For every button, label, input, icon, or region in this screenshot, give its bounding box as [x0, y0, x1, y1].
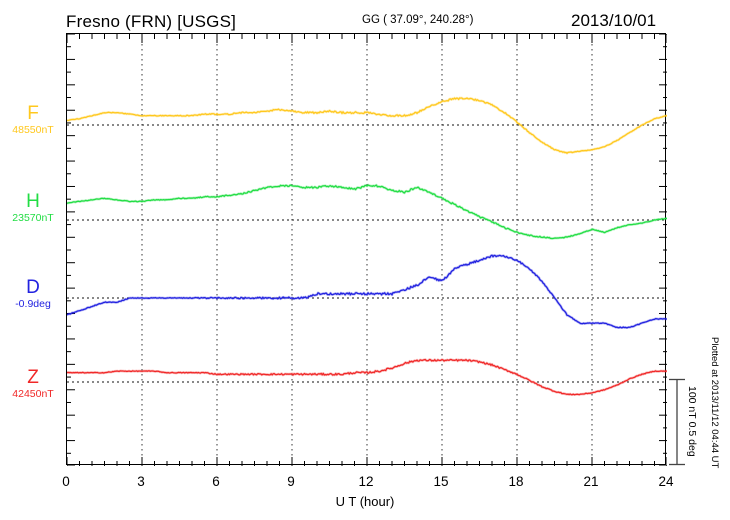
x-tick-9: 9 — [287, 474, 295, 489]
x-tick-0: 0 — [62, 474, 70, 489]
plot-date: 2013/10/01 — [571, 11, 657, 30]
plot-area — [66, 33, 667, 466]
channel-baseline-h: 23570nT — [12, 212, 54, 224]
channel-baseline-d: -0.9deg — [15, 298, 51, 310]
x-tick-6: 6 — [212, 474, 220, 489]
channel-label-h: H 23570nT — [2, 192, 64, 225]
x-tick-18: 18 — [508, 474, 524, 489]
page-title: Fresno (FRN) [USGS] — [66, 12, 237, 31]
channel-label-z: Z 42450nT — [2, 368, 64, 401]
scale-bar — [668, 378, 686, 466]
scale-bar-label: 100 nT 0.5 deg — [686, 386, 698, 457]
channel-label-d: D -0.9deg — [2, 278, 64, 311]
x-tick-12: 12 — [358, 474, 374, 489]
x-tick-3: 3 — [137, 474, 145, 489]
scale-bar-deg: 0.5 deg — [686, 421, 698, 457]
x-tick-15: 15 — [433, 474, 449, 489]
channel-symbol-z: Z — [27, 367, 39, 388]
scale-bar-nt: 100 nT — [686, 386, 698, 419]
channel-symbol-d: D — [26, 277, 40, 298]
x-axis-title: U T (hour) — [335, 494, 395, 509]
plotted-timestamp: Plotted at 2013/11/12 04:44 UT — [709, 337, 720, 469]
channel-baseline-z: 42450nT — [12, 388, 54, 400]
x-tick-24: 24 — [658, 474, 674, 489]
x-tick-21: 21 — [583, 474, 599, 489]
channel-symbol-f: F — [27, 103, 39, 124]
magnetogram-traces — [67, 34, 667, 466]
channel-baseline-f: 48550nT — [12, 124, 54, 136]
channel-label-f: F 48550nT — [2, 104, 64, 137]
geographic-coordinates: GG ( 37.09°, 240.28°) — [362, 14, 474, 26]
channel-symbol-h: H — [26, 191, 40, 212]
